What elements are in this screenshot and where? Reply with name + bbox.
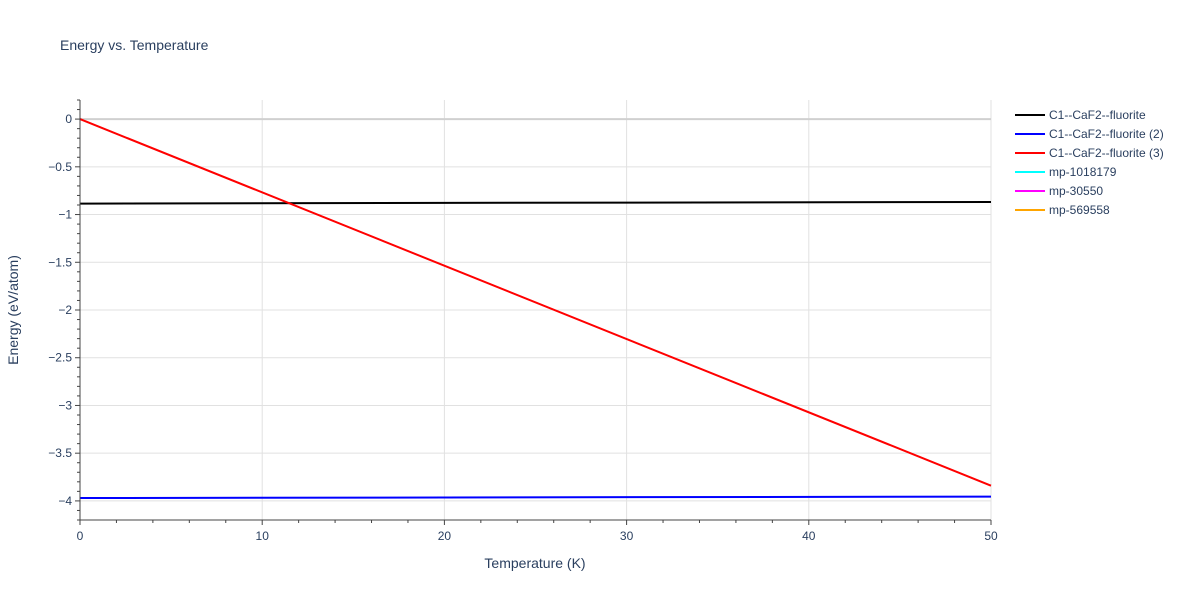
legend-item-label: C1--CaF2--fluorite (1049, 108, 1146, 122)
y-tick-label: −0.5 (48, 160, 72, 174)
plot-area (79, 118, 992, 500)
legend-item-label: mp-569558 (1049, 203, 1110, 217)
y-tick-label: −2.5 (48, 351, 72, 365)
x-tick-label: 10 (256, 529, 270, 543)
x-axis-title: Temperature (K) (484, 555, 585, 571)
legend-item-label: mp-30550 (1049, 184, 1103, 198)
grid (80, 100, 992, 520)
series-line-2 (79, 495, 992, 500)
series-line-3 (79, 118, 992, 487)
legend: C1--CaF2--fluorite C1--CaF2--fluorite (2)… (1015, 108, 1164, 217)
x-tick-label: 40 (802, 529, 816, 543)
series-line-1 (79, 200, 992, 205)
chart-title: Energy vs. Temperature (60, 37, 209, 53)
y-tick-label: 0 (65, 112, 72, 126)
y-tick-label: −1 (58, 208, 72, 222)
y-tick-label: −3 (58, 398, 72, 412)
y-tick-label: −2 (58, 303, 72, 317)
y-axis-title: Energy (eV/atom) (5, 255, 21, 365)
y-tick-label: −4 (58, 494, 72, 508)
legend-item-label: mp-1018179 (1049, 165, 1117, 179)
axes: 0 10 20 30 40 50 0 −0.5 −1 −1.5 −2 −2.5 −3 −3.5 −4 (48, 99, 998, 543)
y-tick-label: −3.5 (48, 446, 72, 460)
legend-item-label: C1--CaF2--fluorite (2) (1049, 127, 1164, 141)
y-tick-label: −1.5 (48, 255, 72, 269)
x-tick-label: 20 (438, 529, 452, 543)
x-tick-label: 30 (620, 529, 634, 543)
x-tick-label: 50 (984, 529, 998, 543)
x-tick-label: 0 (77, 529, 84, 543)
legend-item-label: C1--CaF2--fluorite (3) (1049, 146, 1164, 160)
